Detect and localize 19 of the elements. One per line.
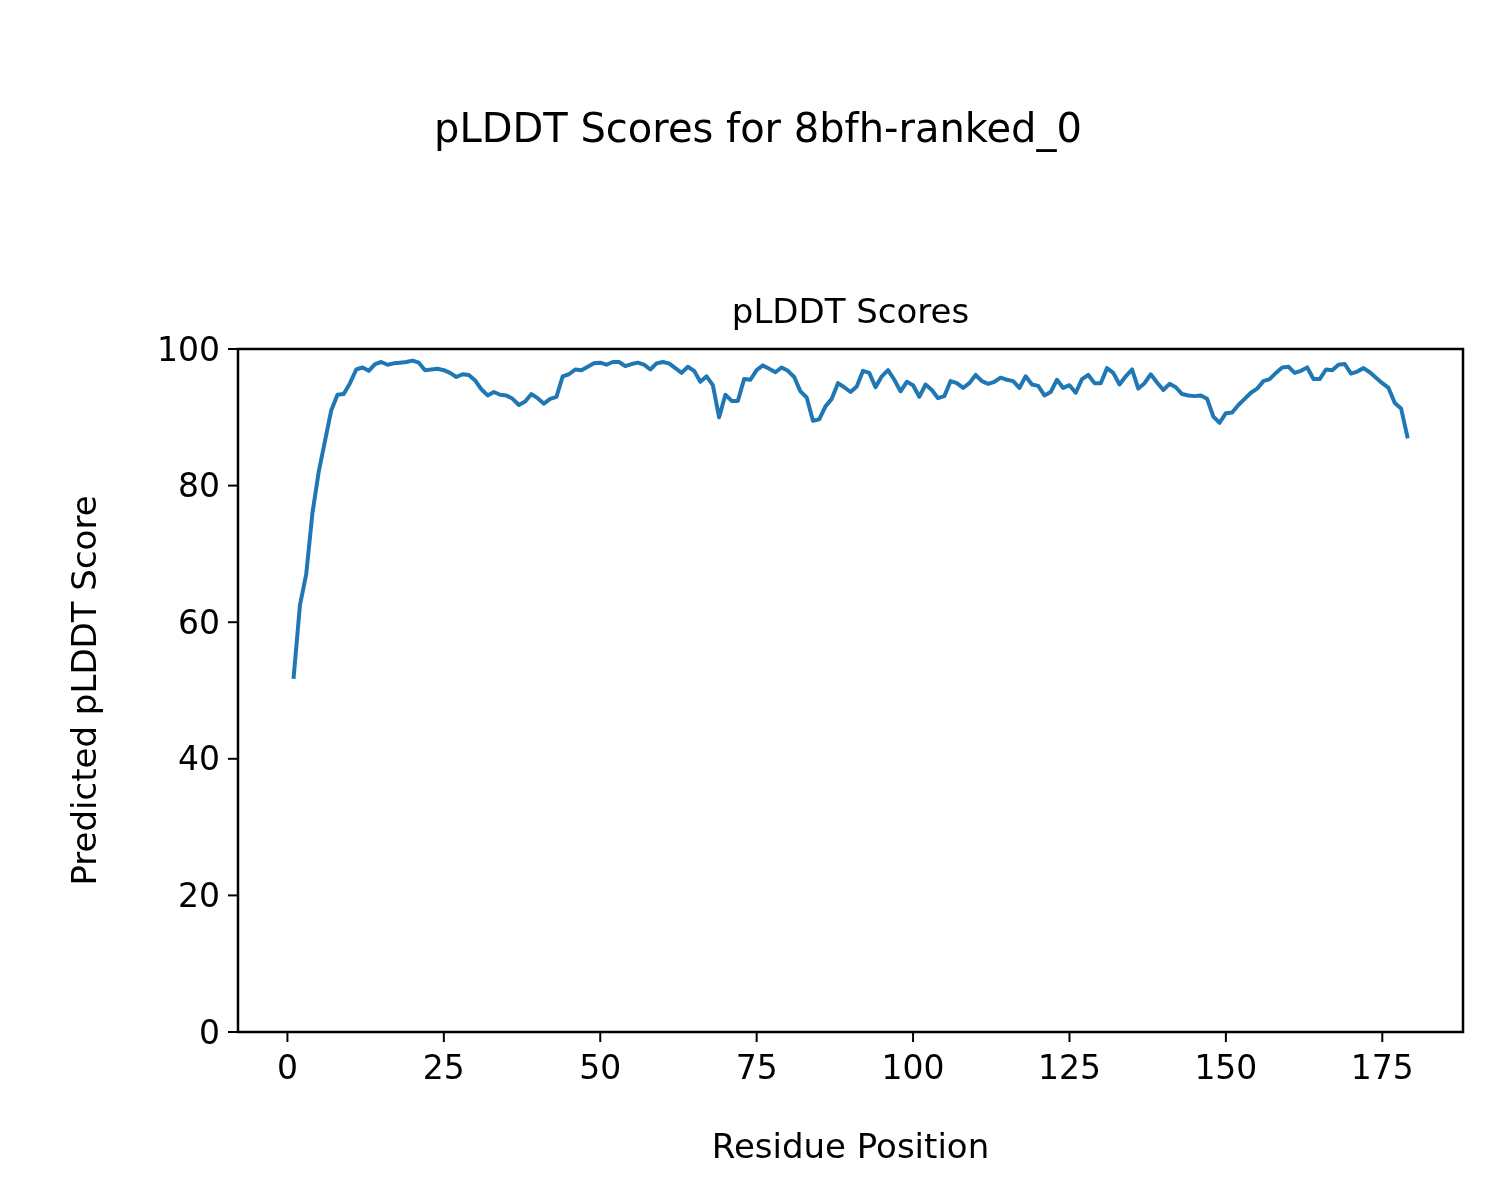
x-tick-label: 100 (881, 1048, 945, 1087)
y-tick-label: 100 (157, 329, 220, 369)
y-axis-title: Predicted pLDDT Score (64, 495, 104, 886)
chart-title: pLDDT Scores for 8bfh-ranked_0 (434, 105, 1082, 152)
x-tick-label: 25 (422, 1048, 465, 1087)
y-tick-label: 60 (178, 602, 220, 642)
x-tick-label: 0 (276, 1048, 298, 1087)
y-tick-label: 0 (199, 1012, 220, 1052)
x-tick-label: 150 (1194, 1048, 1258, 1087)
y-tick-label: 80 (178, 466, 220, 506)
x-tick-label: 50 (579, 1048, 622, 1087)
line-series (291, 358, 1410, 679)
x-tick-label: 175 (1350, 1048, 1414, 1087)
y-tick-label: 20 (178, 875, 220, 915)
chart-subtitle: pLDDT Scores (731, 291, 970, 331)
x-axis-title: Residue Position (711, 1126, 990, 1166)
x-tick-label: 75 (735, 1048, 778, 1087)
y-tick-label: 40 (178, 739, 220, 779)
x-tick-label: 125 (1037, 1048, 1101, 1087)
